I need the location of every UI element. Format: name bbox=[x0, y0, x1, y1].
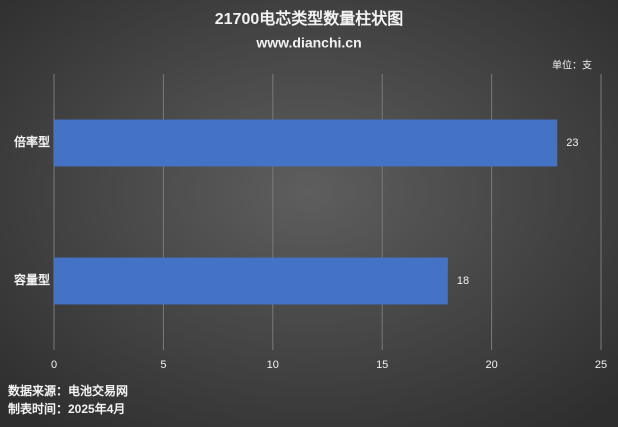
x-tick-label: 20 bbox=[485, 359, 497, 371]
x-tick-label: 0 bbox=[51, 359, 57, 371]
bar bbox=[54, 119, 558, 167]
unit-label: 单位：支 bbox=[552, 59, 592, 72]
x-tick-label: 10 bbox=[267, 359, 279, 371]
value-label: 23 bbox=[566, 137, 578, 149]
date-note: 制表时间：2025年4月 bbox=[8, 401, 125, 416]
source-note: 数据来源：电池交易网 bbox=[8, 383, 128, 398]
value-label: 18 bbox=[457, 275, 469, 287]
chart-title: 21700电芯类型数量柱状图 bbox=[215, 9, 404, 28]
x-tick-label: 15 bbox=[376, 359, 388, 371]
y-tick-label: 倍率型 bbox=[14, 134, 50, 149]
bar bbox=[54, 257, 448, 305]
x-tick-label: 5 bbox=[160, 359, 166, 371]
x-tick-label: 25 bbox=[595, 359, 607, 371]
chart-subtitle: www.dianchi.cn bbox=[255, 35, 361, 51]
y-tick-label: 容量型 bbox=[13, 272, 50, 287]
